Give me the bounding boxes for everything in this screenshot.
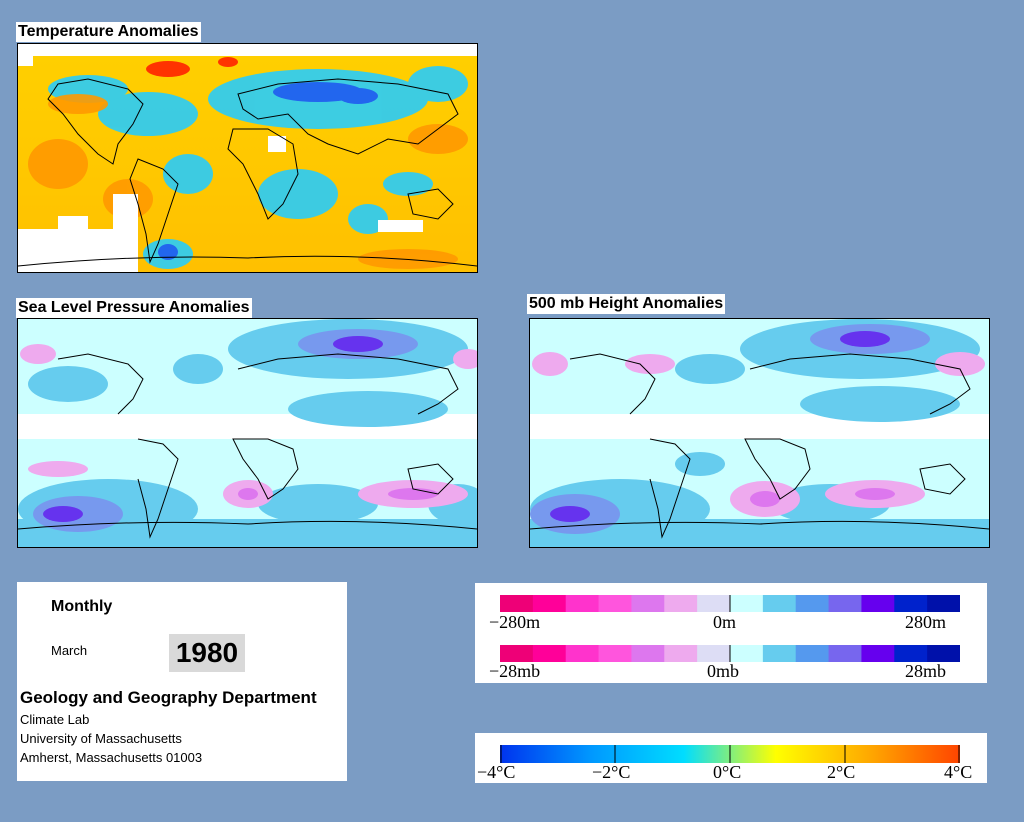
- colorbar-swatch: [762, 595, 797, 612]
- temperature-colorbar: [500, 745, 960, 763]
- colorbar-swatch: [532, 645, 567, 662]
- colorbar-swatch: [894, 645, 928, 662]
- colorbar-swatch: [697, 645, 731, 662]
- colorbar-swatch: [664, 645, 698, 662]
- pressure-label-min: −28mb: [489, 661, 541, 681]
- colorbar-swatch: [565, 595, 600, 612]
- temp-label-3: 2°C: [827, 762, 856, 782]
- h500-anomaly-map: [529, 318, 990, 548]
- address-line-3: Amherst, Massachusetts 01003: [20, 750, 203, 765]
- height-pressure-legend: −280m 0m 280m −28mb 0mb 28mb: [475, 583, 987, 683]
- colorbar-swatch: [762, 645, 797, 662]
- colorbar-swatch: [631, 645, 665, 662]
- height-label-max: 280m: [905, 612, 947, 632]
- temp-label-2: 0°C: [713, 762, 742, 782]
- colorbar-swatch: [730, 645, 764, 662]
- temp-label-0: −4°C: [477, 762, 516, 782]
- colorbar-swatch: [730, 595, 764, 612]
- colorbar-swatch: [598, 595, 632, 612]
- slp-panel-title: Sea Level Pressure Anomalies: [16, 298, 252, 318]
- pressure-label-zero: 0mb: [707, 661, 740, 681]
- colorbar-swatch: [500, 595, 534, 612]
- colorbar-swatch: [795, 645, 830, 662]
- colorbar-swatch: [631, 595, 665, 612]
- colorbar-swatch: [861, 595, 895, 612]
- height-label-zero: 0m: [713, 612, 737, 632]
- colorbar-swatch: [532, 595, 567, 612]
- department-label: Geology and Geography Department: [20, 688, 317, 707]
- colorbar-swatch: [565, 645, 600, 662]
- temperature-anomaly-map: [17, 43, 478, 273]
- pressure-label-max: 28mb: [905, 661, 947, 681]
- temperature-panel-title: Temperature Anomalies: [16, 22, 201, 42]
- address-line-1: Climate Lab: [20, 712, 90, 727]
- temp-label-4: 4°C: [944, 762, 973, 782]
- address-line-2: University of Massachusetts: [20, 731, 182, 746]
- colorbar-swatch: [598, 645, 632, 662]
- colorbar-swatch: [894, 595, 928, 612]
- colorbar-swatch: [861, 645, 895, 662]
- temp-label-1: −2°C: [592, 762, 631, 782]
- pressure-colorbar: [500, 645, 960, 662]
- height-colorbar: [500, 595, 960, 612]
- colorbar-swatch: [927, 645, 960, 662]
- colorbar-swatch: [927, 595, 960, 612]
- colorbar-swatch: [795, 595, 830, 612]
- colorbar-swatch: [697, 595, 731, 612]
- height-label-min: −280m: [489, 612, 541, 632]
- temperature-legend: −4°C −2°C 0°C 2°C 4°C: [475, 733, 987, 783]
- slp-anomaly-map: [17, 318, 478, 548]
- colorbar-swatch: [828, 645, 862, 662]
- h500-panel-title: 500 mb Height Anomalies: [527, 294, 726, 314]
- info-panel: Monthly March 1980 Geology and Geography…: [17, 582, 347, 781]
- month-label: March: [51, 643, 88, 658]
- frequency-label: Monthly: [51, 598, 113, 615]
- colorbar-swatch: [828, 595, 862, 612]
- colorbar-swatch: [500, 645, 534, 662]
- colorbar-swatch: [664, 595, 698, 612]
- year-label: 1980: [169, 634, 245, 672]
